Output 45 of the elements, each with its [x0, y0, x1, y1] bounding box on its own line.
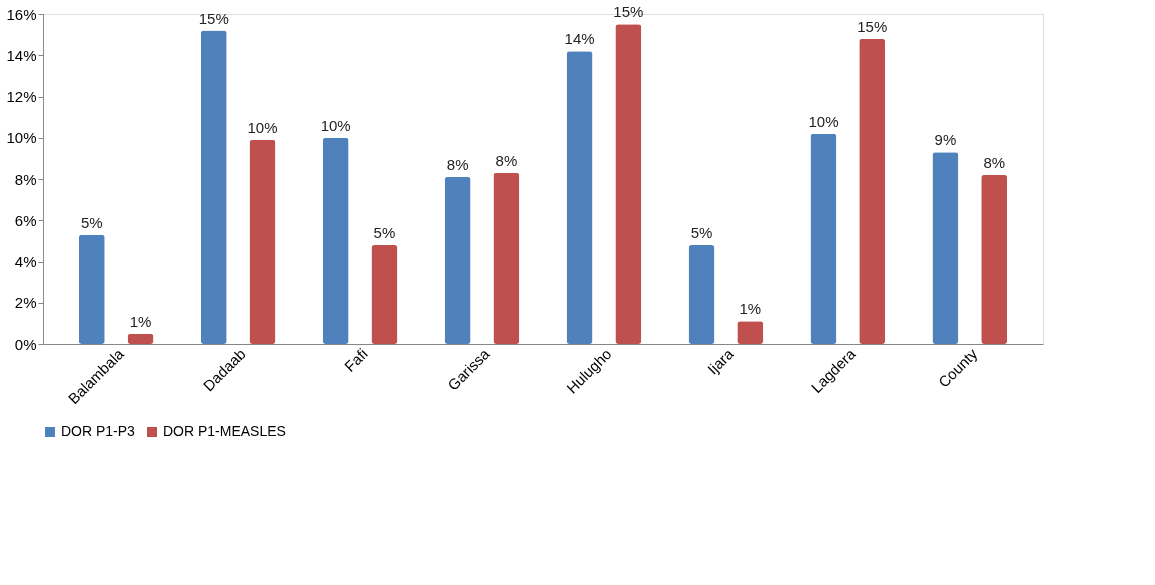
data-label: 15%	[613, 3, 644, 21]
bar	[444, 176, 471, 344]
data-label: 8%	[495, 151, 518, 169]
y-tick-label: 0%	[14, 335, 37, 353]
data-label: 8%	[446, 155, 469, 173]
data-label: 8%	[983, 153, 1006, 171]
legend-label: DOR P1-MEASLES	[163, 423, 286, 439]
y-tick-label: 12%	[6, 88, 37, 105]
bar	[737, 321, 764, 344]
data-label: 15%	[198, 9, 229, 27]
data-label: 10%	[247, 118, 278, 136]
bar	[981, 174, 1008, 344]
data-label: 5%	[80, 213, 103, 231]
legend-label: DOR P1-P3	[61, 423, 136, 439]
x-tick-label: Ijara	[703, 344, 737, 378]
data-label: 10%	[320, 116, 351, 134]
bar	[810, 133, 837, 344]
y-tick-label: 10%	[6, 129, 37, 147]
bar	[932, 152, 959, 344]
data-label: 10%	[808, 112, 839, 130]
data-label: 15%	[857, 17, 888, 35]
y-tick-label: 4%	[14, 253, 37, 270]
y-tick-label: 2%	[14, 294, 37, 312]
bar	[78, 234, 105, 344]
x-tick-label: Fafi	[340, 345, 371, 375]
bar	[322, 137, 349, 344]
bar	[688, 245, 715, 344]
data-label: 5%	[690, 224, 713, 241]
data-label: 5%	[373, 224, 396, 241]
y-tick-label: 16%	[6, 5, 37, 23]
bar	[200, 30, 227, 344]
data-label: 1%	[739, 300, 762, 318]
bar	[615, 24, 642, 344]
data-label: 9%	[934, 131, 957, 149]
y-tick-label: 6%	[14, 211, 37, 229]
y-tick-label: 14%	[6, 46, 37, 64]
bar	[371, 245, 398, 344]
bar	[859, 38, 886, 344]
data-label: 14%	[564, 30, 595, 48]
bar	[127, 333, 154, 344]
bar	[493, 172, 520, 344]
y-tick-label: 8%	[14, 170, 37, 188]
bar	[566, 51, 593, 344]
bar	[249, 139, 276, 344]
data-label: 1%	[129, 312, 152, 330]
